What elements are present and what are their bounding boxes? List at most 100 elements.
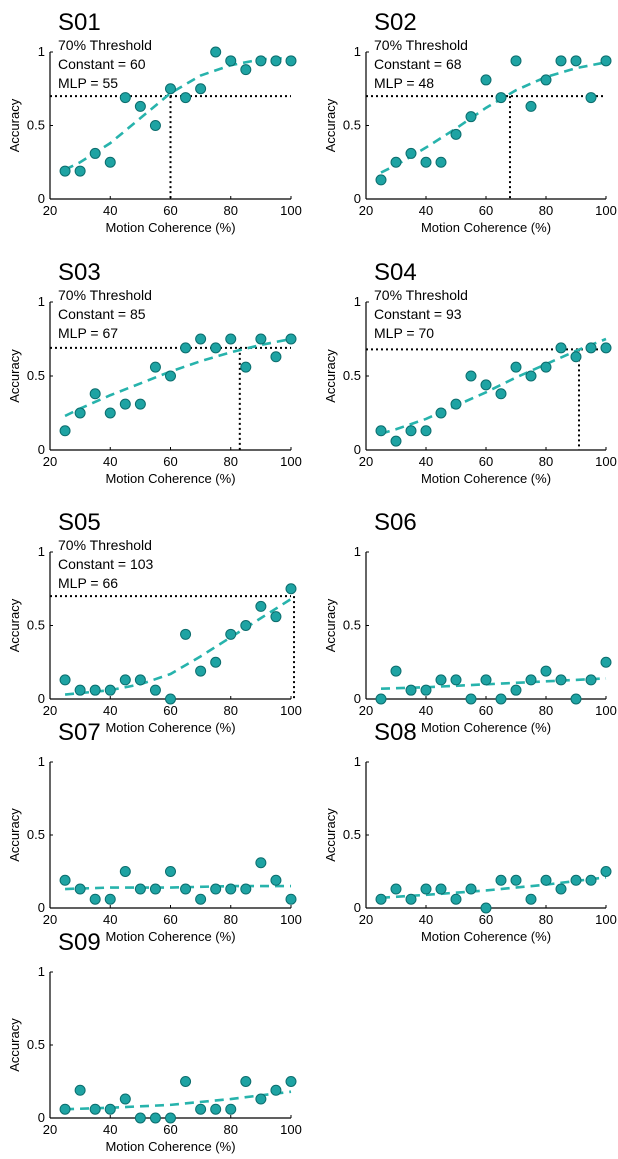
data-point (465, 370, 477, 382)
data-point (375, 174, 387, 186)
data-point (390, 665, 402, 677)
data-point (375, 893, 387, 905)
data-point (465, 111, 477, 123)
data-point (540, 874, 552, 886)
x-tick-label: 100 (280, 703, 302, 718)
data-point (210, 1103, 222, 1115)
data-point (585, 342, 597, 354)
data-point (405, 425, 417, 437)
data-point (225, 55, 237, 67)
data-point (134, 674, 146, 686)
data-point (195, 333, 207, 345)
data-point (165, 866, 176, 877)
data-point (195, 893, 207, 905)
data-point (134, 1112, 146, 1124)
data-point (149, 361, 161, 373)
x-tick-label: 100 (595, 454, 617, 469)
x-axis-title: Motion Coherence (%) (421, 929, 551, 944)
x-axis-title: Motion Coherence (%) (105, 720, 235, 735)
data-point (89, 147, 101, 159)
data-point (225, 883, 237, 895)
x-tick-label: 60 (163, 454, 177, 469)
annotation-line: MLP = 67 (58, 325, 118, 341)
data-point (570, 55, 582, 67)
data-point (119, 1093, 131, 1105)
data-point (180, 92, 192, 104)
data-point (149, 120, 161, 131)
annotation-line: 70% Threshold (374, 287, 468, 303)
annotation-line: 70% Threshold (374, 37, 468, 53)
data-point (59, 1103, 71, 1115)
fit-curve (380, 337, 607, 435)
y-tick-label: 1 (38, 44, 45, 59)
fit-curve (64, 337, 292, 418)
annotation-line: MLP = 55 (58, 75, 118, 91)
data-point (495, 693, 507, 705)
panel-title: S01 (58, 9, 101, 36)
data-point (285, 1076, 297, 1087)
data-point (525, 100, 537, 112)
data-point (555, 883, 567, 895)
data-point (134, 883, 146, 895)
annotation-line: Constant = 103 (58, 556, 154, 572)
data-point (420, 156, 432, 168)
fit-curve (380, 61, 607, 174)
x-tick-label: 20 (43, 454, 57, 469)
x-tick-label: 80 (224, 912, 238, 927)
panel-s04: 20 40 60 80 100 0 0.5 1 Motion Coherence (%) Accu… (323, 259, 617, 486)
y-tick-label: 0 (354, 442, 361, 457)
data-point (390, 435, 402, 447)
panel-title: S05 (58, 509, 101, 536)
data-point (600, 656, 612, 668)
data-point (525, 370, 537, 382)
data-point (165, 83, 176, 95)
panel-title: S08 (374, 719, 417, 746)
data-point (450, 674, 462, 686)
data-point (270, 1084, 282, 1096)
annotation-line: MLP = 70 (374, 325, 434, 341)
data-point (210, 46, 222, 58)
y-tick-label: 1 (354, 44, 361, 59)
data-point (285, 333, 297, 345)
x-tick-label: 80 (539, 454, 553, 469)
data-point (510, 55, 522, 67)
data-point (510, 361, 522, 373)
data-point (555, 55, 567, 67)
x-tick-label: 60 (479, 203, 493, 218)
data-point (390, 883, 402, 895)
x-tick-label: 20 (359, 203, 373, 218)
panel-title: S09 (58, 929, 101, 956)
data-point (540, 665, 552, 677)
x-tick-label: 20 (43, 912, 57, 927)
x-tick-label: 20 (359, 703, 373, 718)
x-tick-label: 40 (103, 454, 117, 469)
x-tick-label: 60 (163, 912, 177, 927)
y-tick-label: 0.5 (343, 827, 361, 842)
x-tick-label: 40 (103, 703, 117, 718)
x-axis-title: Motion Coherence (%) (105, 220, 235, 235)
y-tick-label: 1 (354, 294, 361, 309)
x-tick-label: 80 (539, 703, 553, 718)
annotation-line: MLP = 48 (374, 75, 434, 91)
x-axis-title: Motion Coherence (%) (421, 720, 551, 735)
y-tick-label: 1 (38, 964, 45, 979)
y-tick-label: 0.5 (27, 368, 45, 383)
data-point (59, 674, 71, 686)
data-point (119, 398, 131, 410)
y-axis-title: Accuracy (7, 98, 22, 152)
data-point (390, 156, 402, 168)
panel-s05: 20 40 60 80 100 0 0.5 1 Motion Coherence (%) Accu… (7, 509, 302, 735)
data-point (89, 388, 101, 400)
y-tick-label: 0 (38, 442, 45, 457)
data-point (89, 1103, 101, 1115)
data-point (210, 883, 222, 895)
data-point (210, 656, 222, 668)
data-point (585, 92, 597, 104)
y-axis-title: Accuracy (7, 808, 22, 862)
data-point (74, 883, 86, 895)
data-point (405, 684, 417, 696)
x-tick-label: 80 (224, 203, 238, 218)
panel-s07: 20 40 60 80 100 0 0.5 1 Motion Coherence (%) Accu… (7, 719, 302, 944)
data-point (225, 1103, 237, 1115)
data-point (210, 342, 222, 354)
